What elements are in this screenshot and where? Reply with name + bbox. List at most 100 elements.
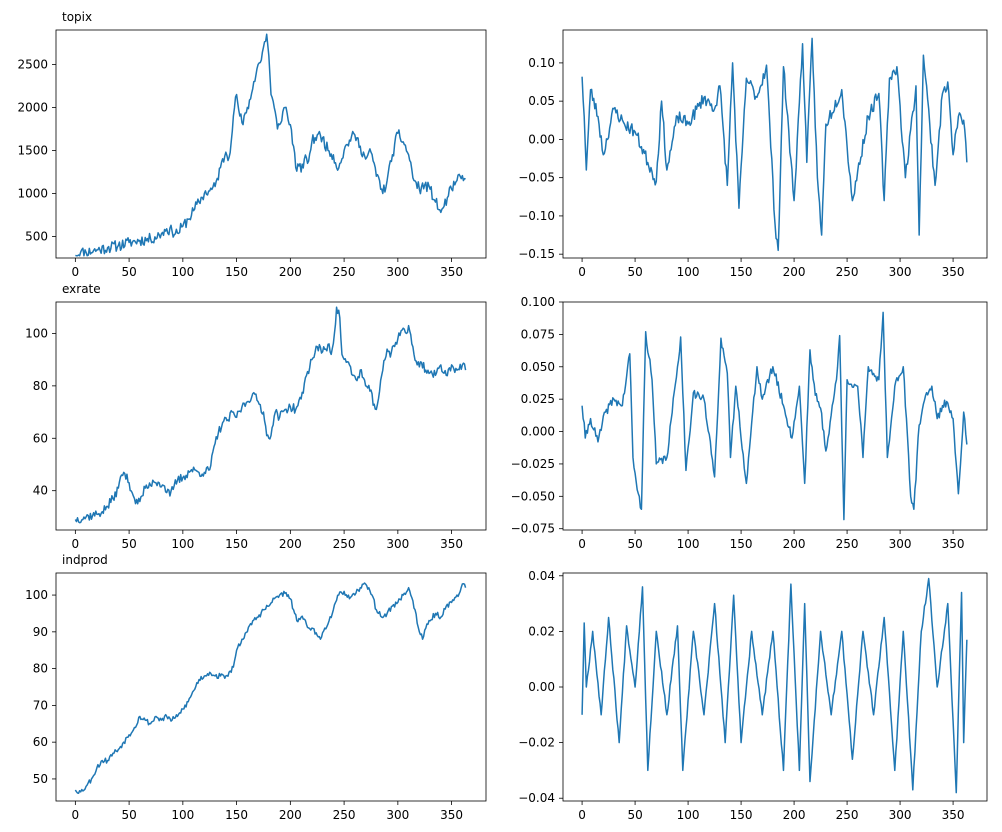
x-tick-label: 200 [279, 537, 302, 551]
series-line [581, 311, 968, 521]
y-tick-label: −0.10 [518, 209, 555, 223]
x-tick-label: 200 [279, 265, 302, 279]
x-tick-label: 250 [836, 537, 859, 551]
series-line [75, 33, 466, 257]
x-tick-label: 350 [440, 265, 463, 279]
y-tick-label: 0.04 [528, 569, 555, 583]
x-tick-label: 350 [440, 537, 463, 551]
y-tick-label: 0.10 [528, 56, 555, 70]
y-tick-label: 60 [33, 735, 48, 749]
x-tick-label: 50 [121, 808, 136, 822]
y-tick-label: −0.02 [518, 736, 555, 750]
x-tick-label: 0 [72, 265, 80, 279]
series-line [581, 37, 968, 252]
x-tick-label: 100 [171, 808, 194, 822]
x-tick-label: 350 [942, 537, 965, 551]
x-tick-label: 300 [889, 808, 912, 822]
x-tick-label: 0 [578, 537, 586, 551]
subplot-5: indprod 0 50 100 150 200 250 300 350 50 60 70 80 90 10… [25, 553, 487, 822]
x-tick-label: 50 [627, 808, 642, 822]
subplot-title: topix [62, 10, 92, 24]
x-tick-label: 300 [386, 537, 409, 551]
y-tick-label: 0.100 [521, 295, 555, 309]
y-tick-label: 60 [33, 431, 48, 445]
series-line [74, 306, 467, 524]
x-tick-label: 50 [627, 265, 642, 279]
x-tick-label: 300 [889, 265, 912, 279]
x-tick-label: 100 [171, 537, 194, 551]
x-tick-label: 50 [121, 265, 136, 279]
y-tick-label: 500 [25, 229, 48, 243]
y-tick-label: 90 [33, 625, 48, 639]
x-tick-label: 50 [121, 537, 136, 551]
y-tick-label: 1500 [17, 143, 48, 157]
y-tick-label: −0.075 [511, 522, 555, 536]
y-tick-label: 50 [33, 772, 48, 786]
series-line [581, 577, 968, 794]
x-tick-label: 0 [72, 537, 80, 551]
series-line [74, 582, 467, 794]
x-tick-label: 50 [627, 537, 642, 551]
x-tick-label: 0 [578, 265, 586, 279]
x-tick-label: 150 [730, 265, 753, 279]
x-tick-label: 150 [225, 537, 248, 551]
y-tick-label: 0.050 [521, 360, 555, 374]
y-tick-label: −0.05 [518, 171, 555, 185]
x-tick-label: 0 [72, 808, 80, 822]
x-tick-label: 200 [783, 537, 806, 551]
y-tick-label: 40 [33, 484, 48, 498]
subplot-1: topix 0 50 100 150 200 250 300 350 500 1000 1500 200… [17, 10, 487, 279]
x-tick-label: 250 [333, 537, 356, 551]
y-tick-label: −0.04 [518, 791, 555, 805]
y-tick-label: −0.15 [518, 247, 555, 261]
x-tick-label: 300 [889, 537, 912, 551]
x-tick-label: 200 [783, 265, 806, 279]
subplot-4: 0 50 100 150 200 250 300 350 −0.075 −0.050 −0.025 0… [511, 295, 988, 551]
y-tick-label: 80 [33, 662, 48, 676]
subplot-2: 0 50 100 150 200 250 300 350 −0.15 −0.10 −0.05 0.00… [518, 29, 988, 279]
axes-frame [562, 29, 988, 259]
x-tick-label: 150 [225, 808, 248, 822]
y-tick-label: −0.050 [511, 489, 555, 503]
y-tick-label: 80 [33, 379, 48, 393]
y-tick-label: 0.00 [528, 132, 555, 146]
y-tick-label: 2000 [17, 100, 48, 114]
axes-frame [55, 572, 487, 802]
subplot-3: exrate 0 50 100 150 200 250 300 350 40 60 80 100 [25, 282, 487, 551]
y-tick-label: 100 [25, 326, 48, 340]
x-tick-label: 300 [386, 265, 409, 279]
y-tick-label: 70 [33, 698, 48, 712]
x-tick-label: 350 [942, 808, 965, 822]
y-tick-label: 0.075 [521, 327, 555, 341]
y-tick-label: 100 [25, 588, 48, 602]
y-tick-label: 0.05 [528, 94, 555, 108]
subplot-6: 0 50 100 150 200 250 300 350 −0.04 −0.02 0.00 0.02 0… [518, 569, 988, 822]
x-tick-label: 300 [386, 808, 409, 822]
axes-frame [562, 572, 988, 802]
subplot-title: indprod [62, 553, 108, 567]
y-tick-label: −0.025 [511, 457, 555, 471]
x-tick-label: 200 [783, 808, 806, 822]
y-tick-label: 0.000 [521, 425, 555, 439]
y-tick-label: 1000 [17, 186, 48, 200]
x-tick-label: 250 [333, 265, 356, 279]
x-tick-label: 250 [836, 808, 859, 822]
x-tick-label: 350 [440, 808, 463, 822]
axes-frame [55, 301, 487, 531]
x-tick-label: 250 [333, 808, 356, 822]
x-tick-label: 250 [836, 265, 859, 279]
axes-frame [55, 29, 487, 259]
subplot-title: exrate [62, 282, 101, 296]
x-tick-label: 0 [578, 808, 586, 822]
x-tick-label: 150 [225, 265, 248, 279]
y-tick-label: 0.025 [521, 392, 555, 406]
x-tick-label: 150 [730, 537, 753, 551]
y-tick-label: 0.02 [528, 624, 555, 638]
y-tick-label: 2500 [17, 57, 48, 71]
x-tick-label: 100 [677, 537, 700, 551]
x-tick-label: 200 [279, 808, 302, 822]
x-tick-label: 100 [171, 265, 194, 279]
x-tick-label: 150 [730, 808, 753, 822]
x-tick-label: 350 [942, 265, 965, 279]
